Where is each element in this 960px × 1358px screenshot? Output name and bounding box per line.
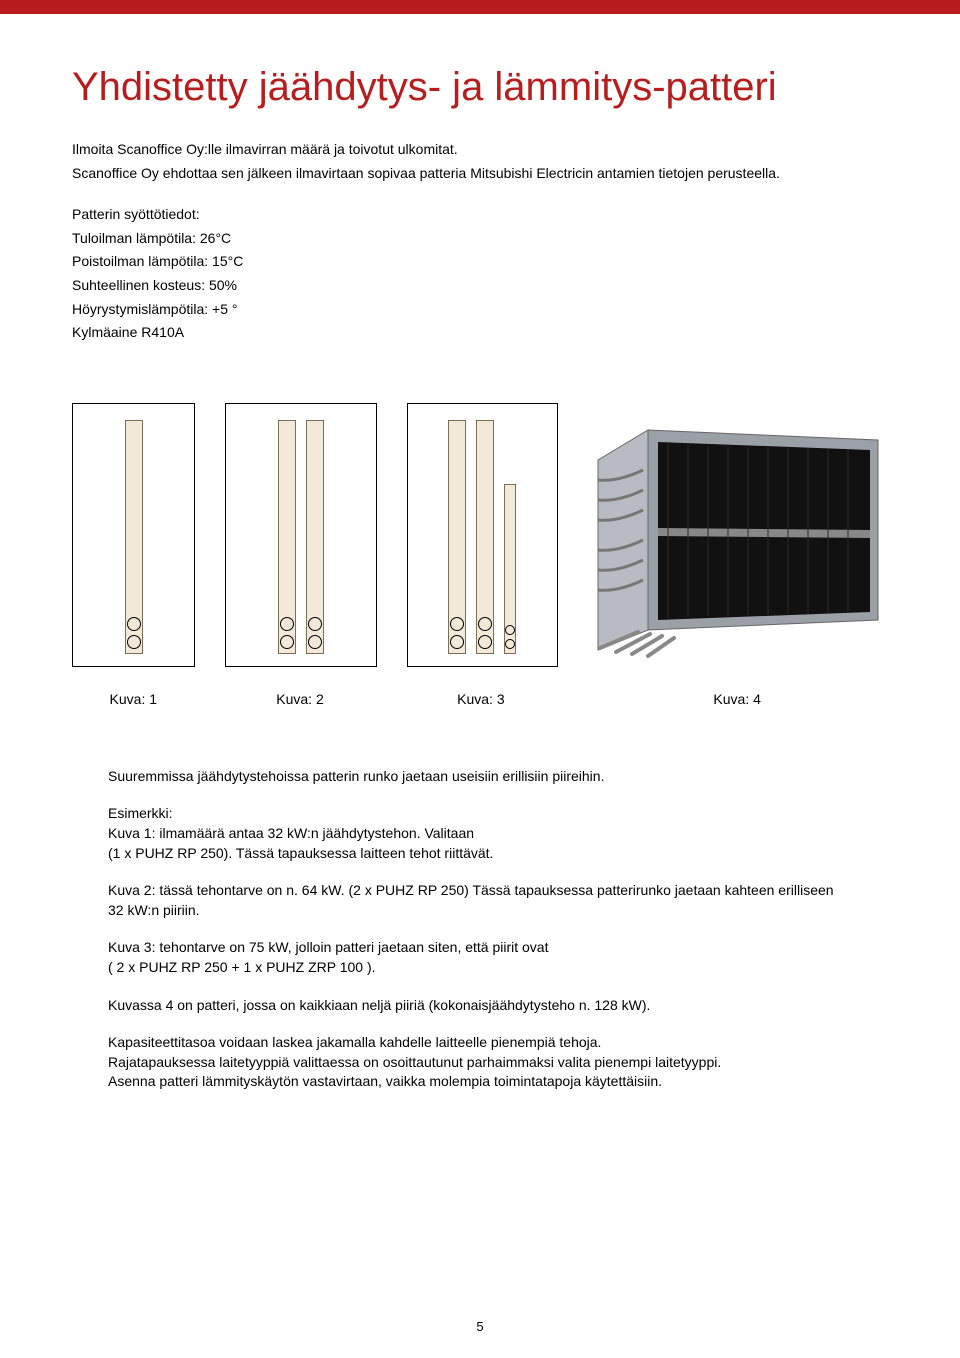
page-number: 5 xyxy=(0,1319,960,1334)
specs-line: Kylmäaine R410A xyxy=(72,323,888,343)
top-accent-bar xyxy=(0,0,960,14)
paragraph: Suuremmissa jäähdytystehoissa patterin r… xyxy=(108,767,852,787)
ring-icon xyxy=(450,635,464,649)
text-line: Kuva 1: ilmamäärä antaa 32 kW:n jäähdyty… xyxy=(108,824,852,844)
figure-panel-2 xyxy=(225,403,376,667)
specs-title: Patterin syöttötiedot: xyxy=(72,205,888,225)
coil-tube-icon xyxy=(504,484,516,654)
figure-photo-4 xyxy=(588,403,888,667)
ring-icon xyxy=(280,617,294,631)
ring-icon xyxy=(308,635,322,649)
paragraph: Kapasiteettitasoa voidaan laskea jakamal… xyxy=(108,1033,852,1092)
specs-block: Patterin syöttötiedot: Tuloilman lämpöti… xyxy=(72,205,888,343)
ring-icon xyxy=(280,635,294,649)
intro-line-1: Ilmoita Scanoffice Oy:lle ilmavirran mää… xyxy=(72,140,888,160)
ring-icon xyxy=(450,617,464,631)
coil-unit-icon xyxy=(588,410,888,660)
specs-line: Poistoilman lämpötila: 15°C xyxy=(72,252,888,272)
coil-tube-icon xyxy=(278,420,296,654)
intro-block: Ilmoita Scanoffice Oy:lle ilmavirran mää… xyxy=(72,140,888,183)
figure-panel-3 xyxy=(407,403,558,667)
specs-line: Höyrystymislämpötila: +5 ° xyxy=(72,300,888,320)
coil-tube-icon xyxy=(306,420,324,654)
text-line: Asenna patteri lämmityskäytön vastavirta… xyxy=(108,1072,852,1092)
figure-label: Kuva: 1 xyxy=(72,691,195,707)
specs-line: Suhteellinen kosteus: 50% xyxy=(72,276,888,296)
ring-icon xyxy=(478,617,492,631)
body-text: Suuremmissa jäähdytystehoissa patterin r… xyxy=(72,767,888,1092)
text-line: Kapasiteettitasoa voidaan laskea jakamal… xyxy=(108,1033,852,1053)
page-content: Yhdistetty jäähdytys- ja lämmitys-patter… xyxy=(0,14,960,1092)
ring-icon xyxy=(505,639,515,649)
paragraph: Esimerkki: Kuva 1: ilmamäärä antaa 32 kW… xyxy=(108,804,852,863)
coil-tube-icon xyxy=(125,420,143,654)
text-line: (1 x PUHZ RP 250). Tässä tapauksessa lai… xyxy=(108,844,852,864)
text-line: Rajatapauksessa laitetyyppiä valittaessa… xyxy=(108,1053,852,1073)
coil-tube-icon xyxy=(476,420,494,654)
paragraph: Kuvassa 4 on patteri, jossa on kaikkiaan… xyxy=(108,996,852,1016)
figure-label: Kuva: 3 xyxy=(405,691,556,707)
paragraph: Kuva 3: tehontarve on 75 kW, jolloin pat… xyxy=(108,938,852,977)
text-line: Kuva 3: tehontarve on 75 kW, jolloin pat… xyxy=(108,938,852,958)
ring-icon xyxy=(308,617,322,631)
specs-line: Tuloilman lämpötila: 26°C xyxy=(72,229,888,249)
intro-line-2: Scanoffice Oy ehdottaa sen jälkeen ilmav… xyxy=(72,164,888,184)
figures-row xyxy=(72,403,888,667)
page-title: Yhdistetty jäähdytys- ja lämmitys-patter… xyxy=(72,64,888,110)
text-line: ( 2 x PUHZ RP 250 + 1 x PUHZ ZRP 100 ). xyxy=(108,958,852,978)
paragraph: Kuva 2: tässä tehontarve on n. 64 kW. (2… xyxy=(108,881,852,920)
figure-label: Kuva: 4 xyxy=(586,691,888,707)
coil-tube-icon xyxy=(448,420,466,654)
ring-icon xyxy=(127,617,141,631)
figure-label: Kuva: 2 xyxy=(225,691,376,707)
figure-labels-row: Kuva: 1 Kuva: 2 Kuva: 3 Kuva: 4 xyxy=(72,691,888,707)
ring-icon xyxy=(505,625,515,635)
text-line: Esimerkki: xyxy=(108,804,852,824)
ring-icon xyxy=(478,635,492,649)
ring-icon xyxy=(127,635,141,649)
figure-panel-1 xyxy=(72,403,195,667)
